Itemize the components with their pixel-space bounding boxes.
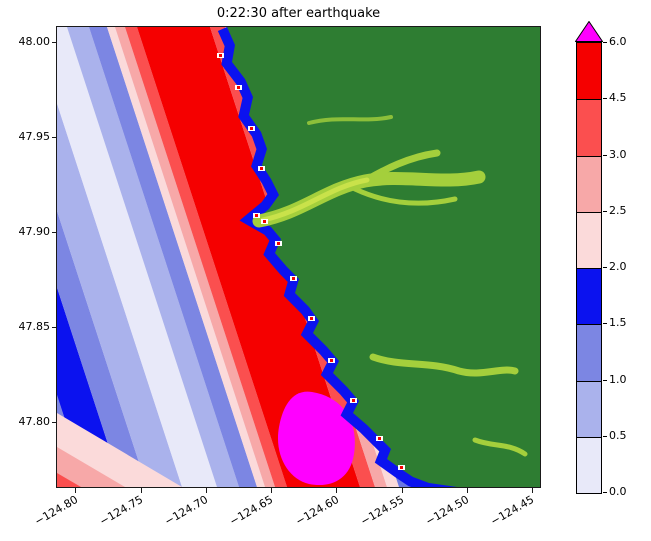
- chart-title: 0:22:30 after earthquake: [216, 6, 381, 21]
- colorbar-tick-label: 3.0: [609, 147, 627, 161]
- speckle: [237, 86, 240, 89]
- y-tick-mark: [52, 137, 57, 139]
- map-svg: [57, 27, 540, 487]
- speckle: [352, 399, 355, 402]
- colorbar-tick-label: 2.5: [609, 203, 627, 217]
- x-tick-mark: [401, 488, 403, 493]
- speckle: [400, 466, 403, 469]
- speckle: [330, 359, 333, 362]
- colorbar-segment: [577, 436, 601, 493]
- y-tick-label: 48.00: [18, 35, 51, 49]
- colorbar-tick-mark: [603, 267, 607, 268]
- colorbar-segment: [577, 324, 601, 381]
- x-tick-mark: [75, 488, 77, 493]
- colorbar-tick-mark: [603, 379, 607, 381]
- speckle: [378, 437, 381, 440]
- colorbar-segment: [577, 380, 601, 437]
- river-streak: [352, 186, 458, 206]
- speckle: [260, 167, 263, 170]
- colorbar-segment: [577, 155, 601, 212]
- colorbar-tick-mark: [603, 154, 607, 156]
- x-tick-label: −124.55: [358, 493, 407, 529]
- colorbar-tick-label: 0.0: [609, 485, 627, 498]
- speckle: [255, 214, 258, 217]
- ocean-band: [67, 27, 239, 487]
- colorbar-tick-mark: [603, 435, 607, 437]
- colorbar-tick-mark: [603, 492, 607, 493]
- x-tick-label: −124.70: [162, 493, 211, 529]
- ocean-band: [137, 27, 360, 487]
- colorbar-segment: [577, 99, 601, 156]
- speckle: [292, 277, 295, 280]
- colorbar-segment: [577, 268, 601, 325]
- colorbar-tick-label: 0.5: [609, 428, 627, 442]
- offshore-crest-wedge: [57, 413, 182, 487]
- colorbar-tick-label: 1.0: [609, 372, 627, 386]
- colorbar-tick-label: 2.0: [609, 260, 627, 273]
- colorbar-tick-label: 4.5: [609, 91, 627, 105]
- plot-area: [56, 26, 541, 488]
- river-streak: [472, 437, 528, 457]
- colorbar-over-triangle: [575, 21, 603, 42]
- river-streak: [361, 149, 441, 185]
- colorbar-tick-label: 1.5: [609, 316, 627, 330]
- x-tick-label: −124.60: [293, 493, 341, 529]
- speckle: [219, 54, 222, 57]
- y-tick-mark: [52, 327, 57, 329]
- river-streaks: [252, 115, 528, 457]
- x-tick-mark: [336, 488, 338, 493]
- wedge-mid: [57, 447, 125, 487]
- anomaly-patch: [277, 391, 355, 486]
- colorbar-over-arrow: [575, 21, 603, 42]
- ocean-band: [115, 27, 275, 487]
- ocean-band: [57, 27, 217, 487]
- colorbar-tick-mark: [603, 42, 607, 43]
- colorbar-body: [576, 42, 602, 494]
- y-tick-label: 47.90: [18, 225, 51, 239]
- colorbar-segment: [577, 211, 601, 268]
- ocean-band: [125, 27, 287, 487]
- x-tick-mark: [205, 488, 207, 493]
- river-streak: [369, 353, 519, 377]
- colorbar-tick-mark: [603, 210, 607, 212]
- y-tick-mark: [52, 42, 57, 44]
- y-tick-mark: [52, 422, 57, 424]
- speckle: [310, 317, 313, 320]
- speckle: [263, 220, 266, 223]
- colorbar-segment: [577, 43, 601, 100]
- ocean-band: [89, 27, 257, 487]
- speckle: [250, 127, 253, 130]
- x-tick-mark: [466, 488, 468, 493]
- colorbar-tick-mark: [603, 323, 607, 325]
- x-tick-mark: [532, 488, 534, 493]
- y-tick-mark: [52, 232, 57, 234]
- river-streak: [307, 115, 393, 125]
- ocean-band: [107, 27, 265, 487]
- x-tick-mark: [140, 488, 142, 493]
- y-tick-label: 47.95: [18, 130, 51, 144]
- river-streak-core: [260, 177, 370, 223]
- x-tick-mark: [271, 488, 273, 493]
- colorbar-tick-label: 6.0: [609, 35, 627, 48]
- coastal-speckles: [217, 53, 405, 470]
- x-tick-label: −124.75: [97, 493, 146, 529]
- colorbar-tick-mark: [603, 98, 607, 100]
- x-tick-label: −124.50: [423, 493, 472, 529]
- y-tick-label: 47.85: [18, 320, 51, 334]
- x-tick-label: −124.65: [227, 493, 276, 529]
- speckle: [277, 242, 280, 245]
- y-tick-label: 47.80: [18, 415, 51, 429]
- x-tick-label: −124.80: [31, 493, 80, 529]
- x-tick-label: −124.45: [488, 493, 537, 529]
- wedge-inner: [57, 473, 81, 487]
